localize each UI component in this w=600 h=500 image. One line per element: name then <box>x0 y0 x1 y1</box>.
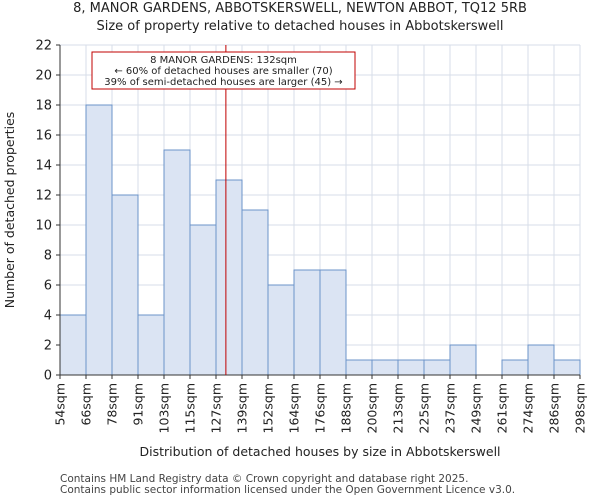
x-tick-label: 54sqm <box>53 383 68 426</box>
x-tick-label: 91sqm <box>131 383 146 426</box>
histogram-bar-164sqm <box>293 269 321 376</box>
y-tick-label: 10 <box>35 219 52 234</box>
annotation-line-2: ← 60% of detached houses are smaller (70… <box>114 66 332 77</box>
x-tick-label: 127sqm <box>209 383 224 433</box>
x-tick-label: 78sqm <box>105 383 120 426</box>
histogram-bar-286sqm <box>553 359 581 376</box>
y-axis-title: Number of detached properties <box>2 112 17 309</box>
histogram-bar-152sqm <box>267 284 295 376</box>
y-tick-label: 22 <box>35 39 52 54</box>
y-tick-label: 2 <box>44 339 52 354</box>
x-tick-label: 249sqm <box>469 383 484 433</box>
histogram-bar-91sqm <box>137 314 165 376</box>
histogram-bar-176sqm <box>319 269 347 376</box>
histogram-bar-237sqm <box>449 344 477 376</box>
histogram-bar-188sqm <box>345 359 373 376</box>
annotation-line-1: 8 MANOR GARDENS: 132sqm <box>150 55 297 66</box>
x-tick-label: 213sqm <box>391 383 406 433</box>
x-tick-label: 237sqm <box>443 383 458 433</box>
x-tick-label: 200sqm <box>365 383 380 433</box>
annotation-box <box>91 51 356 90</box>
y-tick-label: 18 <box>35 99 52 114</box>
y-tick-label: 16 <box>35 129 52 144</box>
histogram-bar-66sqm <box>85 104 113 376</box>
x-axis-title: Distribution of detached houses by size … <box>139 444 500 459</box>
histogram-bar-213sqm <box>397 359 425 376</box>
histogram-bar-225sqm <box>423 359 451 376</box>
x-tick-label: 176sqm <box>313 383 328 433</box>
y-tick-label: 6 <box>44 279 52 294</box>
x-tick-label: 188sqm <box>339 383 354 433</box>
x-tick-label: 66sqm <box>79 383 94 426</box>
histogram-bar-139sqm <box>241 209 269 376</box>
y-tick-label: 12 <box>35 189 52 204</box>
x-tick-label: 103sqm <box>157 383 172 433</box>
x-tick-label: 152sqm <box>261 383 276 433</box>
histogram-bar-200sqm <box>371 359 399 376</box>
histogram-bar-127sqm <box>215 179 243 376</box>
histogram-bar-54sqm <box>59 314 87 376</box>
chart-subtitle: Size of property relative to detached ho… <box>96 19 504 34</box>
footer-licence: Contains public sector information licen… <box>60 484 516 496</box>
x-tick-label: 225sqm <box>417 383 432 433</box>
x-tick-label: 164sqm <box>287 383 302 433</box>
annotation-line-3: 39% of semi-detached houses are larger (… <box>104 77 342 88</box>
y-tick-label: 20 <box>35 69 52 84</box>
x-tick-label: 274sqm <box>521 383 536 433</box>
x-tick-label: 261sqm <box>495 383 510 433</box>
y-tick-label: 0 <box>44 369 52 384</box>
y-tick-label: 8 <box>44 249 52 264</box>
x-tick-label: 139sqm <box>235 383 250 433</box>
histogram-bar-261sqm <box>501 359 529 376</box>
x-tick-label: 298sqm <box>573 383 588 433</box>
x-tick-label: 115sqm <box>183 383 198 433</box>
footer-copyright: Contains HM Land Registry data © Crown c… <box>60 473 469 485</box>
histogram-bar-274sqm <box>527 344 555 376</box>
histogram-bar-103sqm <box>163 149 191 376</box>
histogram-bar-115sqm <box>189 224 217 376</box>
histogram-bar-78sqm <box>111 194 139 376</box>
y-tick-label: 14 <box>35 159 52 174</box>
x-tick-label: 286sqm <box>547 383 562 433</box>
chart-title-address: 8, MANOR GARDENS, ABBOTSKERSWELL, NEWTON… <box>73 1 527 16</box>
y-tick-label: 4 <box>44 309 52 324</box>
